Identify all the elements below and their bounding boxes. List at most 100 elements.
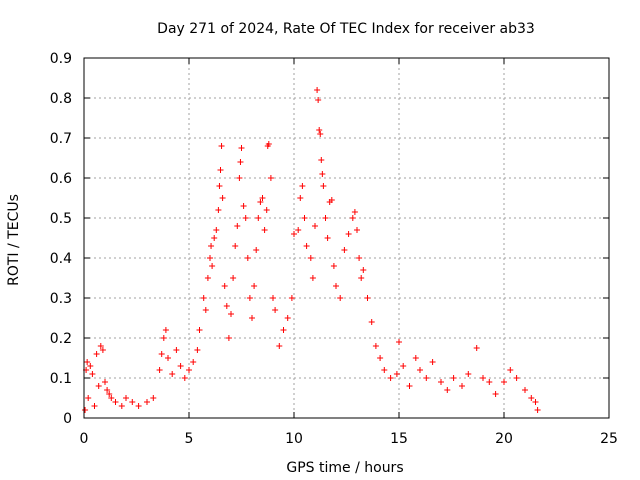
data-point <box>341 247 348 253</box>
data-point <box>244 255 251 261</box>
y-tick-label: 0.3 <box>50 291 72 307</box>
data-point <box>314 87 321 93</box>
data-point <box>316 127 323 133</box>
data-point <box>190 359 197 365</box>
data-point <box>158 351 165 357</box>
data-point <box>242 215 249 221</box>
data-point <box>307 255 314 261</box>
data-point <box>200 295 207 301</box>
y-tick-label: 0.4 <box>50 251 72 267</box>
data-point <box>328 197 335 203</box>
data-point <box>534 407 541 413</box>
x-axis-label: GPS time / hours <box>286 460 403 476</box>
data-point <box>324 235 331 241</box>
data-point <box>301 215 308 221</box>
y-tick-label: 0.6 <box>50 171 72 187</box>
y-tick-label: 0.5 <box>50 211 72 227</box>
data-point <box>240 203 247 209</box>
data-point <box>412 355 419 361</box>
data-points <box>82 87 541 413</box>
data-point <box>330 263 337 269</box>
data-point <box>284 315 291 321</box>
y-tick-label: 0.8 <box>50 91 72 107</box>
data-point <box>295 227 302 233</box>
chart-title: Day 271 of 2024, Rate Of TEC Index for r… <box>157 21 535 37</box>
data-point <box>84 359 91 365</box>
data-point <box>186 367 192 373</box>
data-point <box>368 319 375 325</box>
data-point <box>486 379 493 385</box>
data-point <box>320 183 327 189</box>
data-point <box>265 141 272 147</box>
y-tick-label: 0.1 <box>50 371 72 387</box>
data-point <box>400 363 407 369</box>
data-point <box>162 327 169 333</box>
data-point <box>272 307 279 313</box>
data-point <box>417 367 423 373</box>
data-point <box>358 275 365 281</box>
data-point <box>104 387 111 393</box>
data-point <box>319 171 326 177</box>
data-point <box>291 231 297 237</box>
data-point <box>156 367 163 373</box>
data-point <box>501 379 507 385</box>
data-point <box>97 343 104 349</box>
data-point <box>492 391 499 397</box>
data-point <box>377 355 384 361</box>
data-point <box>372 343 379 349</box>
grid-lines <box>84 58 609 418</box>
data-point <box>211 235 218 241</box>
data-point <box>429 359 436 365</box>
data-point <box>160 335 167 341</box>
x-tick-labels: 0 5 10 15 20 25 <box>80 431 618 447</box>
data-point <box>135 403 142 409</box>
data-point <box>513 375 520 381</box>
data-point <box>288 295 295 301</box>
data-point <box>112 399 119 405</box>
data-point <box>276 343 283 349</box>
data-point <box>169 371 176 377</box>
data-point <box>99 347 106 353</box>
data-point <box>194 347 201 353</box>
data-point <box>219 195 226 201</box>
data-point <box>95 383 102 389</box>
data-point <box>82 407 89 413</box>
data-point <box>230 275 237 281</box>
data-point <box>215 207 222 213</box>
x-tick-label: 5 <box>185 431 194 447</box>
data-point <box>345 231 352 237</box>
data-point <box>177 363 184 369</box>
data-point <box>204 275 211 281</box>
y-axis-label: ROTI / TECUs <box>6 194 22 286</box>
data-point <box>387 375 394 381</box>
data-point <box>360 267 367 273</box>
data-point <box>465 371 472 377</box>
data-point <box>444 387 451 393</box>
data-point <box>208 243 215 249</box>
data-point <box>267 175 274 181</box>
data-point <box>423 375 430 381</box>
data-point <box>257 199 264 205</box>
data-point <box>333 283 339 289</box>
data-point <box>181 375 188 381</box>
data-point <box>299 183 306 189</box>
data-point <box>85 395 92 401</box>
data-point <box>396 339 402 345</box>
data-point <box>213 227 220 233</box>
data-point <box>528 395 535 401</box>
data-point <box>317 131 324 137</box>
x-tick-label: 15 <box>390 431 408 447</box>
data-point <box>246 295 253 301</box>
data-point <box>473 345 480 351</box>
data-point <box>354 227 360 233</box>
data-point <box>249 315 255 321</box>
data-point <box>261 227 268 233</box>
data-point <box>459 383 465 389</box>
data-point <box>106 391 113 397</box>
y-tick-label: 0.7 <box>50 131 72 147</box>
data-point <box>202 307 209 313</box>
data-point <box>228 311 234 317</box>
axis-ticks <box>83 57 610 419</box>
data-point <box>123 395 129 401</box>
data-point <box>238 145 245 151</box>
